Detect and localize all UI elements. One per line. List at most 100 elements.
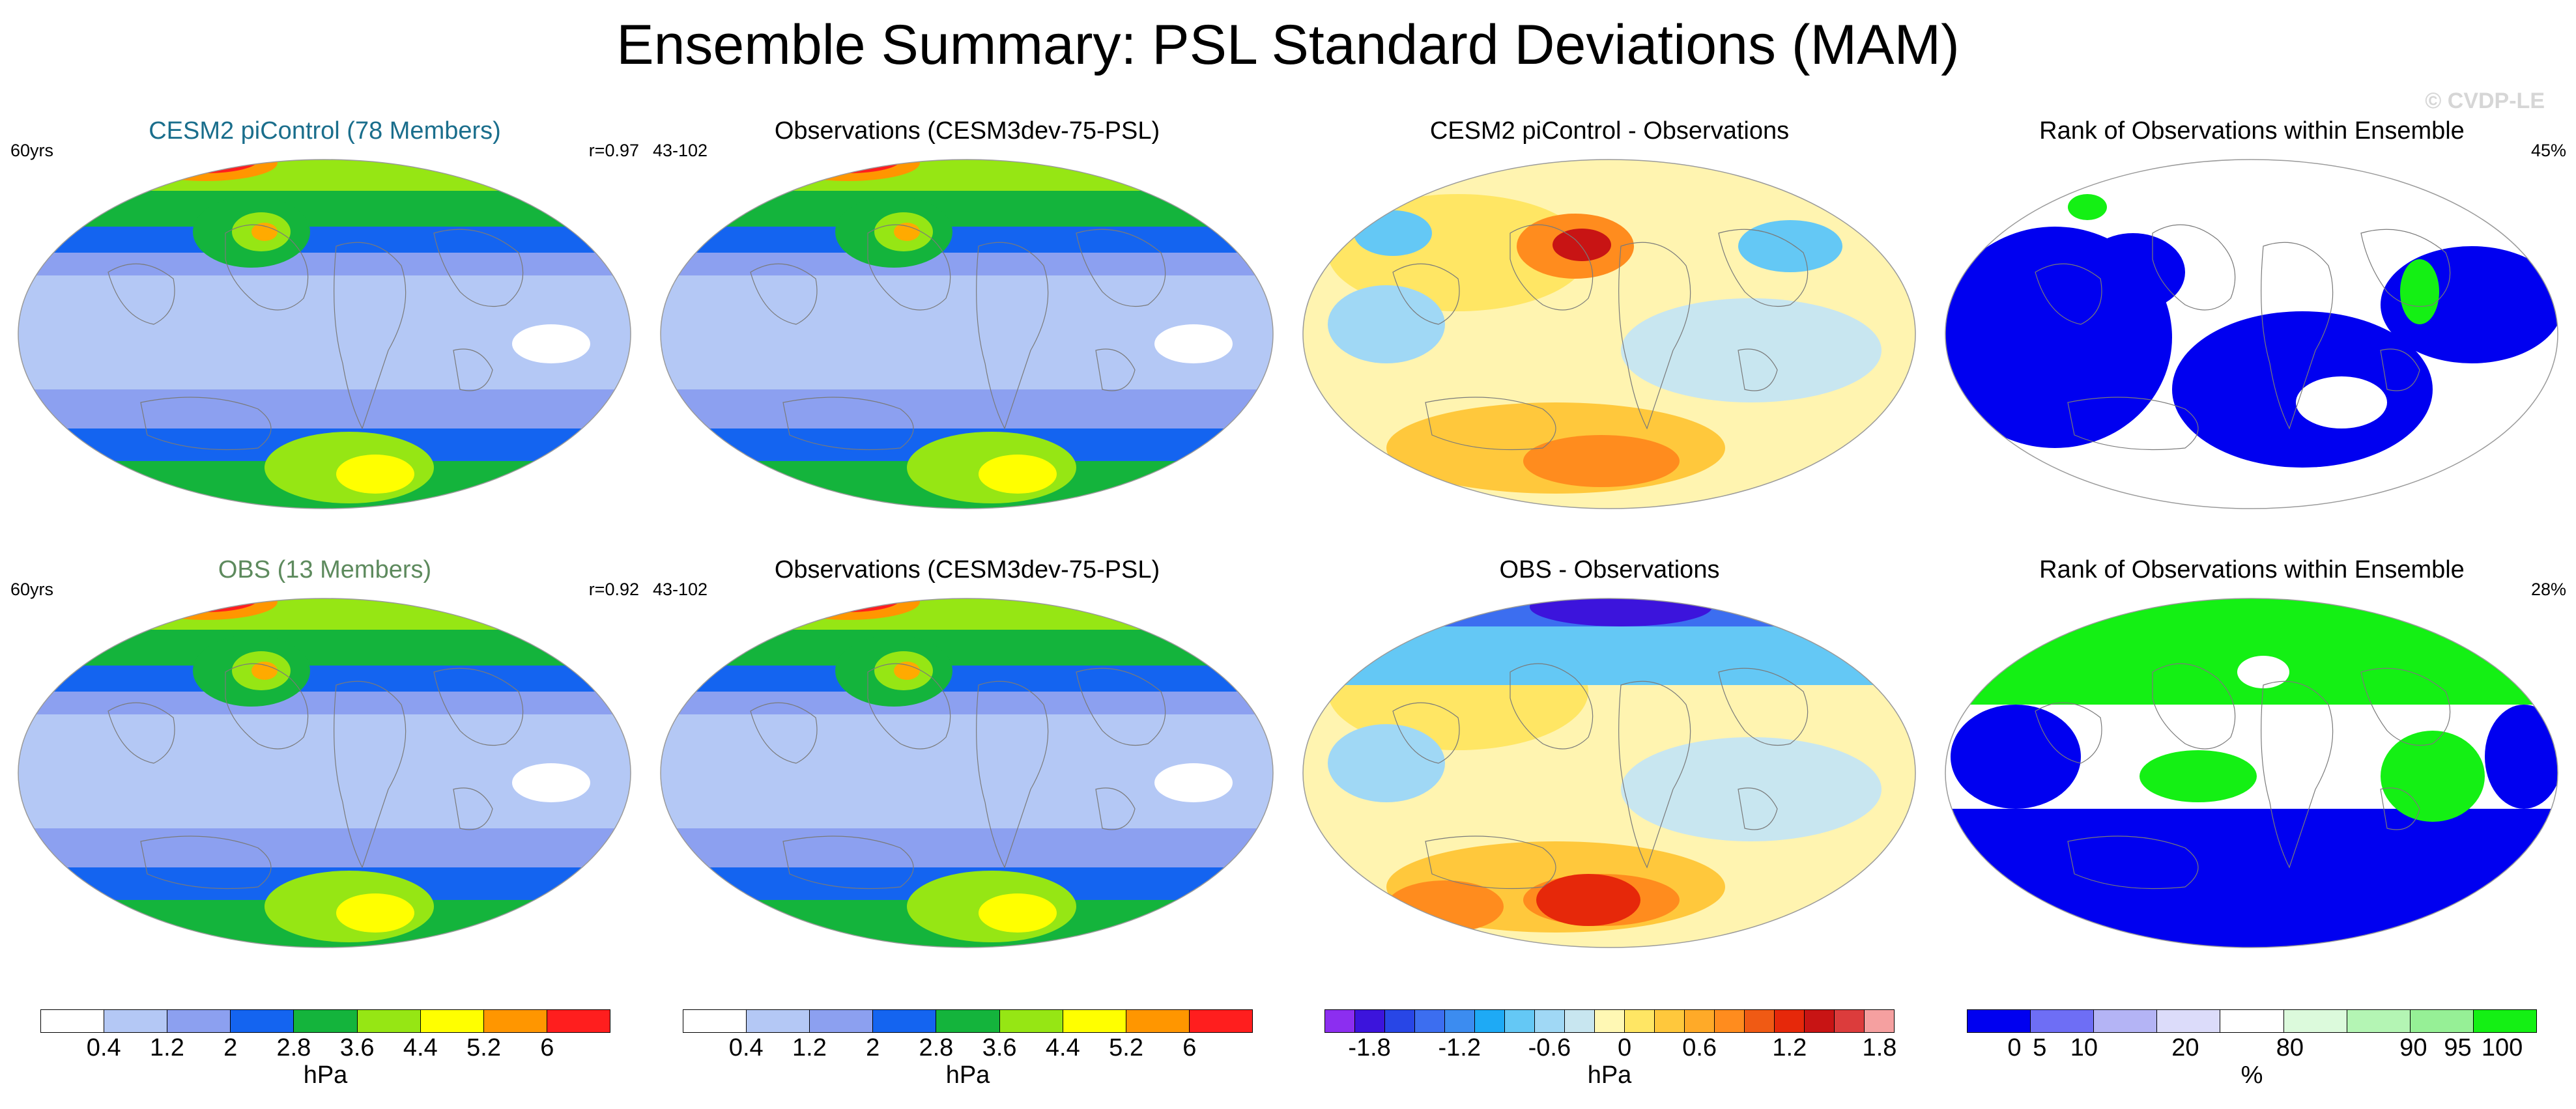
std-map-observations-2 [660, 598, 1274, 948]
colorbar-tick-label: 0.4 [86, 1034, 121, 1061]
std-map-observations [660, 159, 1274, 509]
coastline [976, 681, 1049, 869]
field-south-band [661, 828, 1273, 867]
rank-map-cesm2 [1945, 159, 2558, 509]
field-north-band [18, 160, 631, 191]
colorbar-tick-label: 2 [866, 1034, 880, 1061]
coastline [2067, 397, 2199, 451]
colorbar-tick-label: 5.2 [466, 1034, 501, 1061]
colorbar-tick-label: 95 [2444, 1034, 2472, 1061]
coastline [2261, 681, 2334, 869]
field-north-band [661, 692, 1273, 714]
panel-title: OBS - Observations [1499, 556, 1720, 583]
colorbar-segment [2347, 1010, 2411, 1032]
coastline [2035, 702, 2102, 764]
coastline [1738, 787, 1778, 830]
field-blob [1951, 705, 2081, 809]
panel-title: Rank of Observations within Ensemble [2039, 117, 2465, 145]
colorbar-unit-label: hPa [1587, 1061, 1632, 1089]
map-outline [1945, 598, 2558, 948]
colorbar-segment [547, 1010, 610, 1032]
colorbar-segment [1445, 1010, 1475, 1032]
colorbar-tick-label: 80 [2276, 1034, 2304, 1061]
colorbar-segment [1565, 1010, 1595, 1032]
field-blob [1530, 598, 1712, 626]
coastline [2152, 663, 2236, 750]
colorbar-segment [1355, 1010, 1385, 1032]
map-outline [660, 598, 1274, 948]
field-blob [2381, 731, 2485, 822]
panel-obs-std-top: Observations (CESM3dev-75-PSL) 43-102 [653, 116, 1281, 513]
colorbar-tick-label: 1.2 [150, 1034, 184, 1061]
colorbar-segment [1189, 1010, 1252, 1032]
coastline [782, 397, 914, 451]
coastline [1718, 229, 1809, 307]
colorbar-segment [420, 1010, 484, 1032]
field-south-band [18, 828, 631, 867]
panel-title: Rank of Observations within Ensemble [2039, 556, 2465, 583]
field-blob [2485, 705, 2558, 809]
coastline [140, 397, 272, 451]
field-blob [336, 893, 414, 933]
field-blob [1536, 874, 1640, 926]
field-blob [512, 324, 590, 363]
colorbar-tick-label: 10 [2070, 1034, 2098, 1061]
colorbar-segment [747, 1010, 810, 1032]
rank-percent-label: 45% [2530, 141, 2566, 160]
colorbar-segment [2031, 1010, 2095, 1032]
field-blob [251, 223, 278, 241]
coastline [107, 702, 175, 764]
coastline [1618, 681, 1691, 869]
years-label: 43-102 [653, 580, 708, 599]
correlation-label: r=0.97 [588, 141, 639, 160]
field-north-band [18, 598, 631, 630]
colorbar-diff: -1.8 -1.2 -0.6 0 0.6 1.2 1.8 hPa [1324, 1009, 1896, 1089]
colorbar-segment [1685, 1010, 1715, 1032]
field-south-band [1945, 809, 2558, 948]
colorbar-segment [1865, 1010, 1894, 1032]
field-south-band [18, 389, 631, 428]
coastline [1510, 224, 1594, 311]
field-north-band [661, 598, 1273, 630]
coastline [1425, 835, 1556, 890]
colorbar-tick-label: 2.8 [276, 1034, 311, 1061]
coastline [750, 263, 818, 325]
years-label: 43-102 [653, 141, 708, 160]
rank-map-obs [1945, 598, 2558, 948]
colorbar-tick-label: 4.4 [403, 1034, 438, 1061]
correlation-label: r=0.92 [588, 580, 639, 599]
years-label: 60yrs [10, 580, 54, 599]
panel-obs-minus-obs: OBS - Observations [1295, 555, 1924, 952]
field-blob [1354, 210, 1432, 256]
field-north-band [661, 160, 1273, 191]
panel-title: OBS (13 Members) [218, 556, 432, 583]
coastline [433, 667, 524, 746]
coastline [1076, 667, 1166, 746]
coastline [2152, 224, 2236, 311]
colorbar-segment [2157, 1010, 2221, 1032]
map-outline [1302, 598, 1916, 948]
field-blob [2140, 750, 2257, 802]
field-blob [979, 455, 1057, 494]
field-blob [894, 662, 920, 680]
map-outline [1945, 159, 2558, 509]
colorbar-tick-label: 6 [1182, 1034, 1197, 1061]
colorbar-tick-label: 6 [540, 1034, 554, 1061]
colorbar-unit-label: hPa [945, 1061, 990, 1089]
coastline [453, 787, 493, 830]
field-blob [2237, 656, 2289, 688]
field-blob [1621, 737, 1882, 841]
colorbar-tick-label: 0.4 [728, 1034, 764, 1061]
coastline [976, 242, 1049, 430]
colorbar-tick-label: 0.6 [1682, 1034, 1717, 1061]
panel-title: CESM2 piControl - Observations [1429, 117, 1790, 145]
field-blob [2081, 233, 2185, 311]
field-blob [1328, 724, 1445, 802]
colorbar-swatches [1324, 1009, 1895, 1033]
field-north-band [1945, 598, 2558, 705]
field-blob [1738, 220, 1842, 272]
colorbar-segment [483, 1010, 547, 1032]
field-blob [1154, 324, 1233, 363]
coastline [433, 229, 524, 307]
colorbar-segment [1745, 1010, 1775, 1032]
